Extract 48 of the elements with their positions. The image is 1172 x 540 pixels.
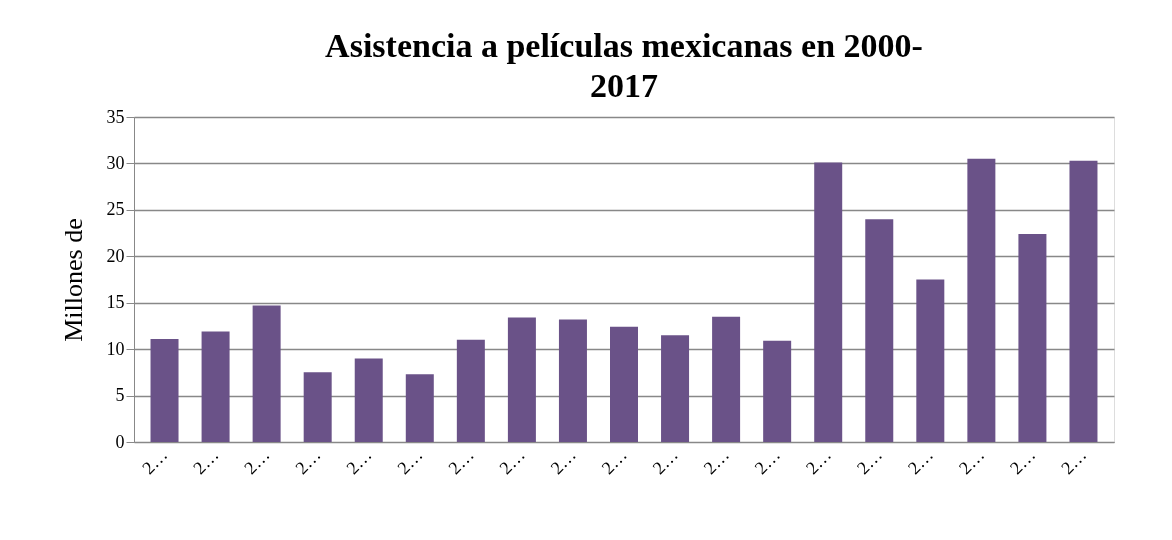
y-tick-label: 20 — [106, 245, 125, 266]
y-tick-label: 15 — [106, 292, 125, 313]
chart-title: Asistencia a películas mexicanas en 2000- 2017 — [325, 27, 923, 104]
x-tick-label: 2… — [240, 444, 274, 478]
x-tick-label: 2… — [750, 444, 785, 478]
x-tick-label: 2… — [393, 444, 427, 478]
y-tick-label: 25 — [106, 199, 125, 220]
x-tick-label: 2… — [189, 444, 223, 478]
x-tick-label: 2… — [1006, 444, 1040, 478]
bar — [916, 279, 945, 442]
x-tick-label: 2… — [444, 444, 478, 478]
x-tick-label: 2… — [852, 444, 887, 478]
y-tick-label: 5 — [115, 385, 125, 406]
bar — [814, 162, 843, 442]
x-tick-label: 2… — [699, 444, 733, 478]
bar — [610, 326, 638, 442]
bar — [507, 317, 536, 442]
x-tick-label: 2… — [291, 444, 325, 478]
x-tick-label: 2… — [546, 444, 580, 478]
y-tick-label: 35 — [106, 106, 125, 127]
y-tick-label: 30 — [106, 152, 125, 173]
bar — [1018, 234, 1047, 442]
bar — [354, 358, 383, 442]
bar — [763, 340, 792, 442]
bar — [303, 372, 332, 442]
x-tick-label: 2… — [1057, 444, 1091, 478]
bar — [405, 374, 434, 442]
y-axis-title: Millones de — [58, 218, 88, 342]
x-tick-label: 2… — [495, 444, 529, 478]
bar — [201, 331, 230, 442]
x-tick-label: 2… — [597, 444, 631, 478]
bar — [712, 316, 741, 442]
x-tick-label: 2… — [648, 444, 682, 478]
x-tick-label: 2… — [342, 444, 376, 478]
bar — [252, 305, 281, 442]
x-tick-label: 2… — [955, 444, 989, 478]
y-tick-label: 10 — [106, 338, 125, 359]
y-tick-label: 0 — [115, 431, 125, 452]
x-tick-label: 2… — [903, 444, 938, 478]
bar — [865, 219, 894, 442]
x-tick-label: 2… — [801, 444, 836, 478]
x-tick-label: 2… — [138, 444, 172, 478]
bar — [967, 158, 996, 442]
bar — [150, 338, 179, 442]
bar — [558, 319, 587, 442]
bar — [456, 339, 485, 442]
bar — [1069, 160, 1098, 442]
bar — [661, 335, 690, 442]
